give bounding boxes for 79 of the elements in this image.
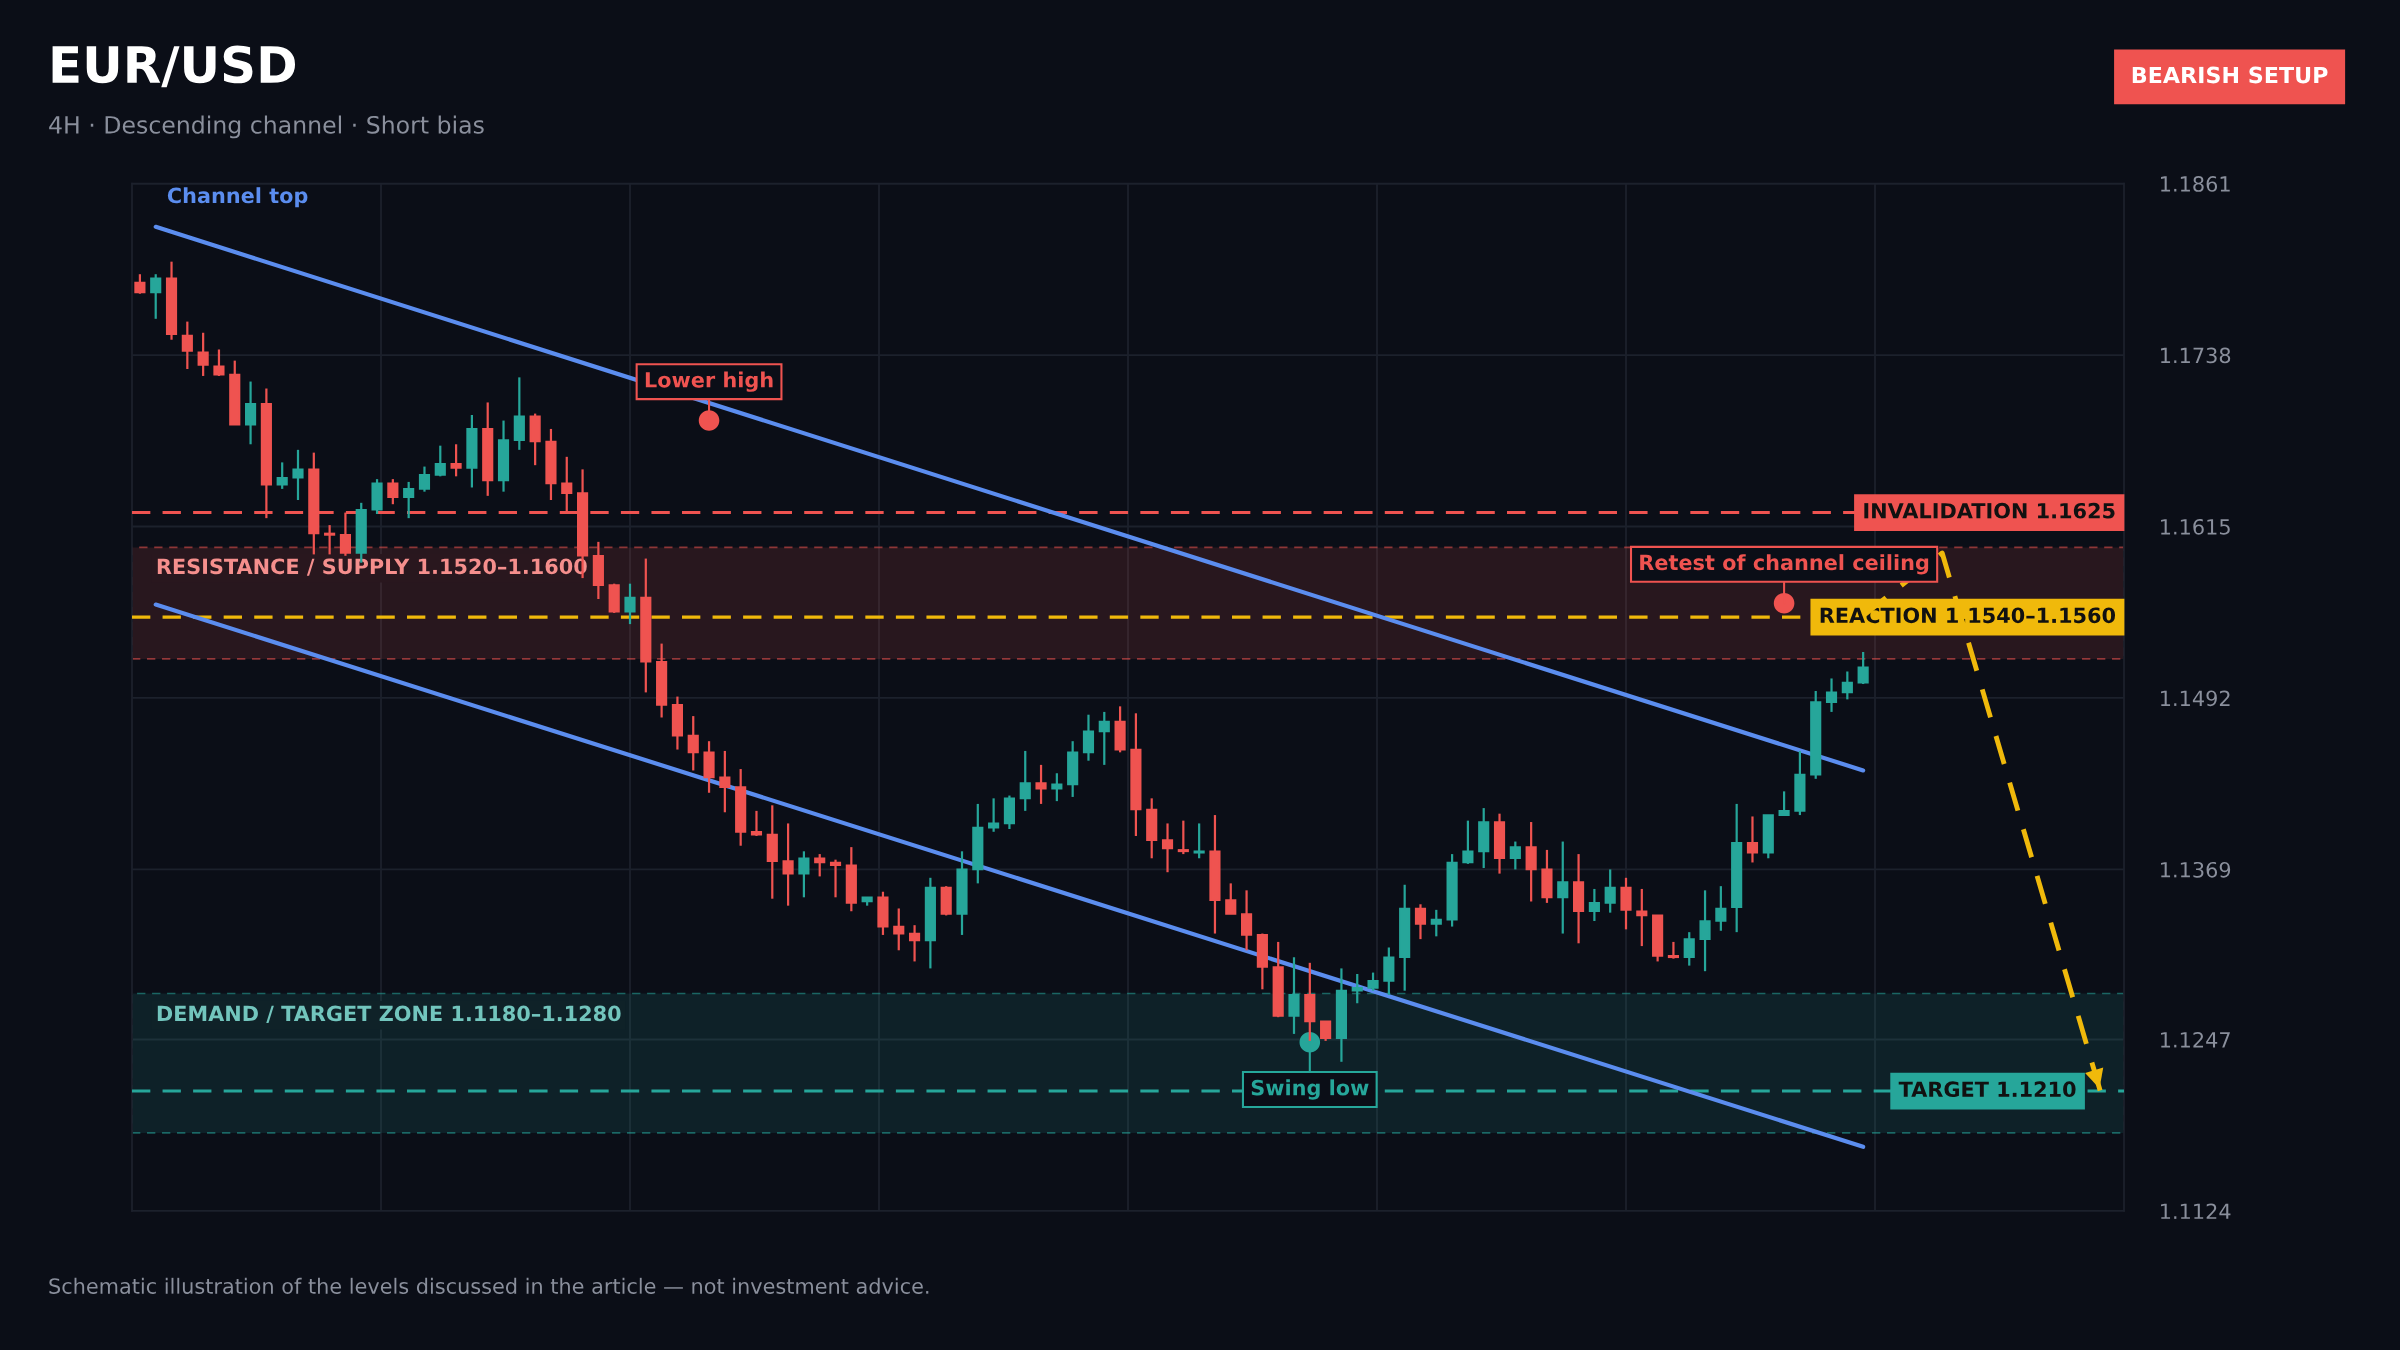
ref-line-label: TARGET 1.1210 (1898, 1081, 2076, 1098)
candlestick (1683, 931, 1695, 967)
candlestick (1351, 972, 1363, 1005)
y-tick-label: 1.1615 (2161, 518, 2230, 535)
candlestick (1082, 713, 1095, 762)
chart-subtitle: 4H · Descending channel · Short bias (49, 115, 484, 139)
candlestick (418, 465, 431, 493)
candlestick (829, 858, 842, 899)
point (698, 410, 720, 431)
y-tick-label: 1.1124 (2161, 1203, 2231, 1219)
candlestick (1320, 1020, 1332, 1042)
candlestick (1288, 956, 1300, 1036)
candlestick (1035, 763, 1047, 806)
candlestick (213, 348, 225, 378)
candlestick (181, 320, 193, 371)
candlestick (134, 273, 146, 295)
candlestick (434, 444, 446, 478)
candlestick (1240, 889, 1253, 952)
candlestick (719, 749, 731, 814)
candlestick (450, 443, 462, 478)
candlestick (908, 924, 921, 963)
candlestick (750, 809, 763, 838)
data-label: Lower high (645, 371, 773, 392)
candlestick (814, 852, 826, 878)
candlestick (1225, 882, 1237, 916)
point (1773, 592, 1795, 614)
ref-line-label: REACTION 1.1540–1.1560 (1820, 607, 2116, 624)
data-label: Retest of channel ceiling (1640, 554, 1929, 575)
candlestick (1525, 820, 1537, 903)
text: BEARISH SETUP (2132, 66, 2328, 84)
candlestick (624, 582, 636, 626)
candlestick (893, 907, 905, 952)
band-label: DEMAND / TARGET ZONE 1.1180–1.1280 (157, 1005, 621, 1023)
chart-title: EUR/USD (52, 45, 296, 88)
candlestick (782, 822, 794, 907)
candlestick (1604, 868, 1616, 914)
candlestick (1557, 840, 1569, 935)
y-tick-label: 1.1369 (2161, 861, 2231, 878)
candlestick (1715, 885, 1727, 932)
candlestick (1636, 887, 1648, 948)
candlestick (1509, 840, 1521, 871)
data-label: Swing low (1251, 1079, 1369, 1100)
candlestick (324, 524, 336, 556)
candlestick (1383, 946, 1395, 996)
candlestick (197, 331, 209, 378)
y-tick-label: 1.1861 (2161, 176, 2230, 192)
series-label: Channel top (167, 187, 308, 208)
y-tick-label: 1.1247 (2161, 1031, 2230, 1048)
candlestick (1161, 822, 1174, 874)
candlestick (1857, 650, 1869, 686)
candlestick (1667, 940, 1680, 960)
candlestick (1019, 749, 1031, 812)
candlestick (387, 478, 399, 506)
candlestick (1462, 819, 1474, 865)
candlestick (513, 376, 525, 451)
candlestick (1825, 677, 1838, 714)
candlestick (276, 461, 288, 490)
candlestick (1177, 819, 1189, 856)
ref-line-label: INVALIDATION 1.1625 (1864, 502, 2115, 519)
candlestick (1414, 903, 1427, 941)
candlestick (687, 714, 699, 772)
candlestick (798, 850, 810, 899)
candlestick (1778, 790, 1790, 817)
candlestick (292, 448, 304, 502)
candlestick (1193, 822, 1205, 860)
candlestick (150, 273, 162, 320)
candlestick (1430, 908, 1442, 938)
y-tick-label: 1.1492 (2161, 690, 2230, 707)
candlestick (403, 480, 415, 520)
candlestick (1588, 887, 1600, 923)
candlestick (1620, 876, 1632, 931)
candlestick (1367, 971, 1379, 992)
candlestick (1098, 710, 1110, 766)
candlestick (1841, 670, 1853, 701)
candlestick (1746, 815, 1759, 864)
y-tick-label: 1.1738 (2161, 347, 2231, 364)
text: Schematic illustration of the levels discussed in the article — not investment advice. (49, 1277, 929, 1294)
candlestick (1699, 889, 1711, 973)
candlestick (244, 380, 257, 446)
